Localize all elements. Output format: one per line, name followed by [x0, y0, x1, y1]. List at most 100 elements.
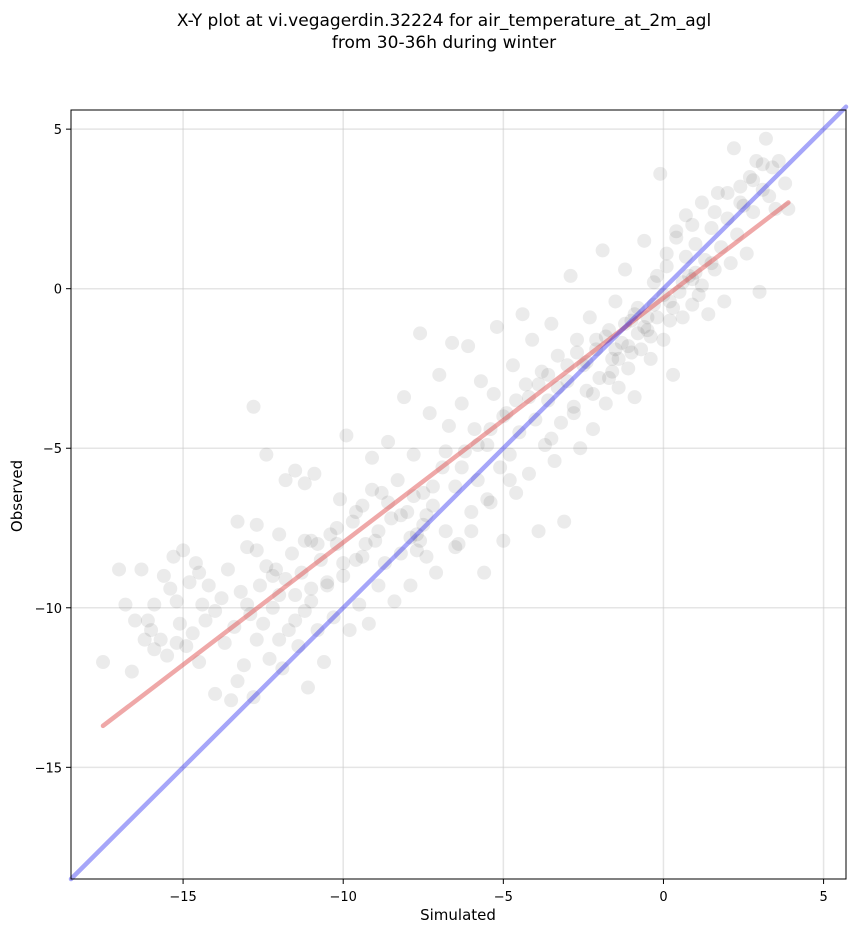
scatter-point — [726, 141, 741, 156]
scatter-point — [544, 431, 559, 446]
scatter-point — [643, 329, 658, 344]
scatter-point — [557, 514, 572, 529]
scatter-point — [733, 179, 748, 194]
scatter-point — [214, 591, 229, 606]
scatter-point — [496, 533, 511, 548]
scatter-point — [666, 300, 681, 315]
scatter-point — [387, 594, 402, 609]
scatter-point — [256, 616, 271, 631]
scatter-point — [249, 543, 264, 558]
scatter-point — [300, 680, 315, 695]
scatter-point — [265, 568, 280, 583]
scatter-point — [169, 635, 184, 650]
scatter-point — [342, 623, 357, 638]
scatter-point — [172, 616, 187, 631]
scatter-point — [355, 498, 370, 513]
scatter-point — [384, 511, 399, 526]
scatter-point — [368, 533, 383, 548]
scatter-point — [249, 517, 264, 532]
scatter-point — [240, 597, 255, 612]
scatter-point — [118, 597, 133, 612]
scatter-point — [569, 332, 584, 347]
scatter-point — [473, 374, 488, 389]
scatter-point — [413, 326, 428, 341]
grid — [71, 110, 846, 879]
scatter-point — [288, 463, 303, 478]
scatter-point — [352, 597, 367, 612]
scatter-point — [608, 294, 623, 309]
scatter-point — [403, 578, 418, 593]
scatter-point — [144, 623, 159, 638]
scatter-point — [377, 556, 392, 571]
scatter-point — [704, 221, 719, 236]
scatter-point — [669, 230, 684, 245]
scatter-point — [365, 450, 380, 465]
regression-line — [100, 200, 791, 729]
scatter-point — [419, 508, 434, 523]
scatter-point — [550, 348, 565, 363]
scatter-point — [268, 562, 283, 577]
scatter-point — [582, 310, 597, 325]
scatter-point — [560, 374, 575, 389]
scatter-point — [390, 473, 405, 488]
scatter-point — [160, 648, 175, 663]
scatter-point — [208, 603, 223, 618]
scatter-point — [464, 524, 479, 539]
scatter-point — [230, 514, 245, 529]
scatter-point — [169, 594, 184, 609]
scatter-point — [602, 371, 617, 386]
scatter-point — [230, 674, 245, 689]
scatter-point — [461, 339, 476, 354]
scatter-point — [477, 565, 492, 580]
plot-frame — [70, 109, 847, 880]
chart-title-line-1: X-Y plot at vi.vegagerdin.32224 for air_… — [177, 11, 711, 31]
scatter-point — [566, 406, 581, 421]
scatter-point — [147, 642, 162, 657]
scatter-point — [765, 160, 780, 175]
scatter-point — [483, 495, 498, 510]
scatter-point — [662, 313, 677, 328]
scatter-point — [307, 466, 322, 481]
scatter-point — [358, 536, 373, 551]
scatter-point — [694, 195, 709, 210]
scatter-point — [416, 517, 431, 532]
scatter-point — [778, 176, 793, 191]
y-axis-label: Observed — [8, 460, 26, 532]
scatter-point — [393, 546, 408, 561]
scatter-point — [566, 399, 581, 414]
scatter-point — [528, 412, 543, 427]
scatter-point — [493, 460, 508, 475]
scatter-point — [521, 466, 536, 481]
scatter-point — [650, 268, 665, 283]
scatter-point — [128, 613, 143, 628]
scatter-point — [752, 284, 767, 299]
scatter-point — [403, 530, 418, 545]
scatter-point — [320, 575, 335, 590]
scatter-point — [666, 367, 681, 382]
scatter-point — [278, 473, 293, 488]
scatter-point — [598, 396, 613, 411]
scatter-point — [618, 262, 633, 277]
scatter-point — [614, 335, 629, 350]
scatter-point — [531, 524, 546, 539]
scatter-point — [742, 170, 757, 185]
scatter-point — [464, 505, 479, 520]
scatter-point — [166, 549, 181, 564]
scatter-point — [349, 552, 364, 567]
scatter-point — [413, 533, 428, 548]
scatter-point — [192, 565, 207, 580]
scatter-point — [537, 438, 552, 453]
scatter-point — [371, 524, 386, 539]
scatter-point — [518, 377, 533, 392]
y-tick-label: −10 — [35, 602, 62, 617]
scatter-point — [621, 361, 636, 376]
scatter-point — [755, 157, 770, 172]
axis-ticks: −15 −10 −5 0 5 −15 −10 −5 0 5 — [35, 123, 828, 905]
scatter-point — [656, 332, 671, 347]
scatter-point — [758, 131, 773, 146]
scatter-point — [515, 307, 530, 322]
scatter-point — [454, 396, 469, 411]
scatter-point — [467, 422, 482, 437]
scatter-point — [707, 205, 722, 220]
scatter-point — [288, 613, 303, 628]
